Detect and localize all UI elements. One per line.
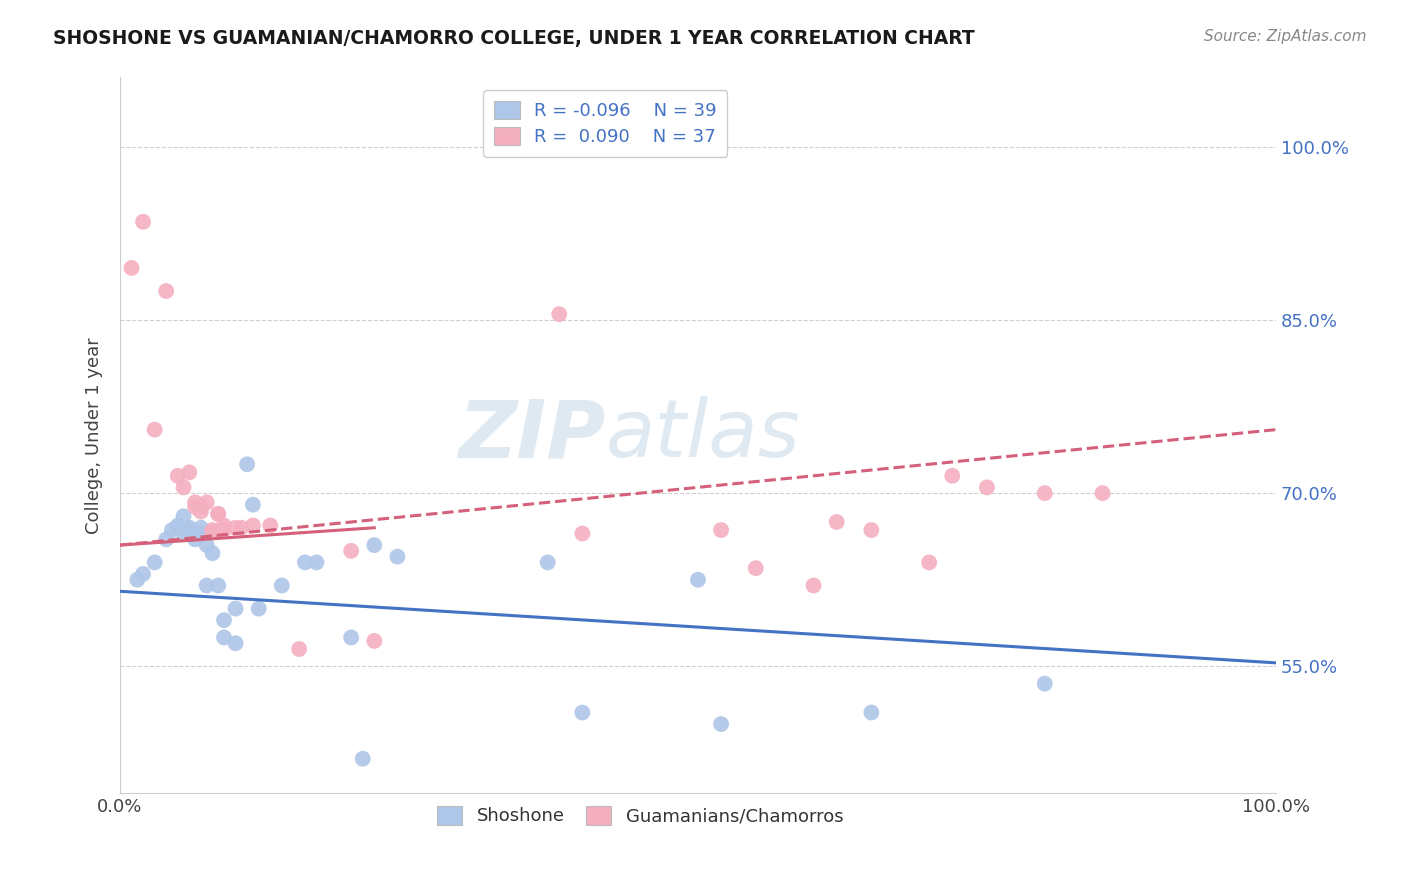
Point bbox=[571, 706, 593, 720]
Point bbox=[803, 578, 825, 592]
Point bbox=[225, 636, 247, 650]
Point bbox=[340, 631, 363, 645]
Point bbox=[212, 613, 235, 627]
Point bbox=[247, 601, 270, 615]
Point bbox=[166, 518, 188, 533]
Point bbox=[184, 533, 207, 547]
Point bbox=[363, 634, 385, 648]
Point bbox=[127, 573, 149, 587]
Point bbox=[571, 526, 593, 541]
Text: Source: ZipAtlas.com: Source: ZipAtlas.com bbox=[1204, 29, 1367, 44]
Point bbox=[1033, 486, 1056, 500]
Point bbox=[270, 578, 292, 592]
Point bbox=[184, 526, 207, 541]
Point bbox=[143, 423, 166, 437]
Point bbox=[190, 500, 212, 514]
Legend: Shoshone, Guamanians/Chamorros: Shoshone, Guamanians/Chamorros bbox=[427, 797, 852, 834]
Point bbox=[1091, 486, 1114, 500]
Text: ZIP: ZIP bbox=[458, 396, 606, 475]
Point bbox=[236, 457, 259, 471]
Point bbox=[195, 538, 218, 552]
Point bbox=[179, 523, 201, 537]
Point bbox=[173, 480, 195, 494]
Point bbox=[710, 523, 733, 537]
Point bbox=[976, 480, 998, 494]
Point bbox=[548, 307, 571, 321]
Point bbox=[860, 706, 883, 720]
Point bbox=[195, 578, 218, 592]
Point bbox=[207, 507, 229, 521]
Point bbox=[132, 566, 155, 581]
Point bbox=[143, 556, 166, 570]
Point bbox=[190, 521, 212, 535]
Point bbox=[1033, 676, 1056, 690]
Point bbox=[201, 524, 224, 539]
Point bbox=[288, 642, 311, 657]
Point bbox=[184, 495, 207, 509]
Point bbox=[242, 518, 264, 533]
Y-axis label: College, Under 1 year: College, Under 1 year bbox=[86, 337, 103, 533]
Point bbox=[207, 578, 229, 592]
Point bbox=[352, 752, 374, 766]
Point bbox=[212, 523, 235, 537]
Point bbox=[166, 521, 188, 535]
Point bbox=[179, 466, 201, 480]
Point bbox=[231, 521, 253, 535]
Point bbox=[190, 526, 212, 541]
Point bbox=[212, 631, 235, 645]
Point bbox=[340, 544, 363, 558]
Point bbox=[155, 284, 177, 298]
Point bbox=[225, 521, 247, 535]
Text: atlas: atlas bbox=[606, 396, 800, 475]
Point bbox=[537, 556, 560, 570]
Point bbox=[710, 717, 733, 731]
Point bbox=[387, 549, 409, 564]
Point bbox=[190, 505, 212, 519]
Point bbox=[166, 468, 188, 483]
Text: SHOSHONE VS GUAMANIAN/CHAMORRO COLLEGE, UNDER 1 YEAR CORRELATION CHART: SHOSHONE VS GUAMANIAN/CHAMORRO COLLEGE, … bbox=[53, 29, 976, 47]
Point bbox=[121, 260, 143, 275]
Point bbox=[173, 509, 195, 524]
Point bbox=[745, 561, 768, 575]
Point bbox=[207, 507, 229, 521]
Point bbox=[941, 468, 963, 483]
Point bbox=[132, 215, 155, 229]
Point bbox=[363, 538, 385, 552]
Point bbox=[160, 523, 183, 537]
Point bbox=[173, 526, 195, 541]
Point bbox=[201, 546, 224, 560]
Point bbox=[195, 495, 218, 509]
Point bbox=[860, 523, 883, 537]
Point bbox=[305, 556, 328, 570]
Point bbox=[242, 498, 264, 512]
Point bbox=[179, 521, 201, 535]
Point bbox=[686, 573, 709, 587]
Point bbox=[918, 556, 941, 570]
Point bbox=[825, 515, 848, 529]
Point bbox=[212, 518, 235, 533]
Point bbox=[259, 518, 281, 533]
Point bbox=[155, 533, 177, 547]
Point bbox=[225, 601, 247, 615]
Point bbox=[294, 556, 316, 570]
Point bbox=[184, 500, 207, 514]
Point bbox=[201, 523, 224, 537]
